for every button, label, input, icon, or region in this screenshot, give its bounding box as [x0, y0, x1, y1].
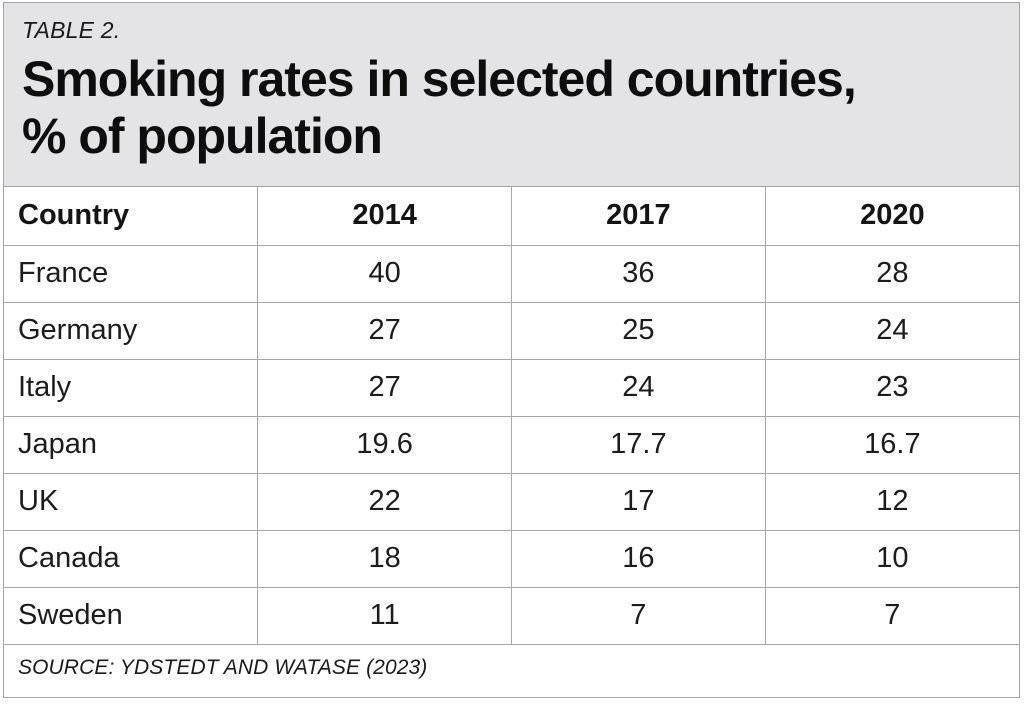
cell-value: 28	[764, 244, 1020, 303]
cell-country: Germany	[3, 301, 259, 360]
cell-value: 27	[257, 301, 512, 360]
table-row-france: France 40 36 28	[3, 244, 1020, 303]
cell-value: 7	[511, 586, 766, 645]
col-header-2020: 2020	[764, 186, 1020, 246]
cell-country: UK	[3, 472, 259, 531]
cell-value: 12	[764, 472, 1020, 531]
cell-value: 27	[257, 358, 512, 417]
col-header-2017: 2017	[511, 186, 766, 246]
cell-value: 22	[257, 472, 512, 531]
cell-value: 24	[764, 301, 1020, 360]
col-header-country: Country	[3, 186, 259, 246]
cell-country: France	[3, 244, 259, 303]
figure-title-line-1: Smoking rates in selected countries,	[22, 51, 857, 107]
table-row-italy: Italy 27 24 23	[3, 358, 1020, 417]
cell-value: 17.7	[511, 415, 766, 474]
cell-country: Canada	[3, 529, 259, 588]
table-kicker: TABLE 2.	[22, 17, 121, 43]
figure-title: Smoking rates in selected countries, % o…	[22, 51, 999, 165]
cell-country: Sweden	[3, 586, 259, 645]
cell-value: 18	[257, 529, 512, 588]
cell-value: 7	[764, 586, 1020, 645]
cell-value: 25	[511, 301, 766, 360]
cell-value: 17	[511, 472, 766, 531]
smoking-rates-table: Country 2014 2017 2020 France 40 36 28 G…	[3, 186, 1020, 645]
cell-value: 36	[511, 244, 766, 303]
cell-country: Japan	[3, 415, 259, 474]
cell-value: 10	[764, 529, 1020, 588]
table-figure: TABLE 2. Smoking rates in selected count…	[3, 2, 1020, 698]
table-row-sweden: Sweden 11 7 7	[3, 586, 1020, 645]
cell-country: Italy	[3, 358, 259, 417]
source-note: SOURCE: YDSTEDT AND WATASE (2023)	[4, 644, 1019, 691]
table-row-japan: Japan 19.6 17.7 16.7	[3, 415, 1020, 474]
table-row-germany: Germany 27 25 24	[3, 301, 1020, 360]
table-header-row: Country 2014 2017 2020	[3, 186, 1020, 246]
table-row-canada: Canada 18 16 10	[3, 529, 1020, 588]
cell-value: 16.7	[764, 415, 1020, 474]
cell-value: 24	[511, 358, 766, 417]
cell-value: 11	[257, 586, 512, 645]
cell-value: 40	[257, 244, 512, 303]
figure-title-line-2: % of population	[22, 108, 383, 164]
col-header-2014: 2014	[257, 186, 512, 246]
cell-value: 16	[511, 529, 766, 588]
cell-value: 23	[764, 358, 1020, 417]
figure-header: TABLE 2. Smoking rates in selected count…	[4, 3, 1019, 187]
table-row-uk: UK 22 17 12	[3, 472, 1020, 531]
cell-value: 19.6	[257, 415, 512, 474]
